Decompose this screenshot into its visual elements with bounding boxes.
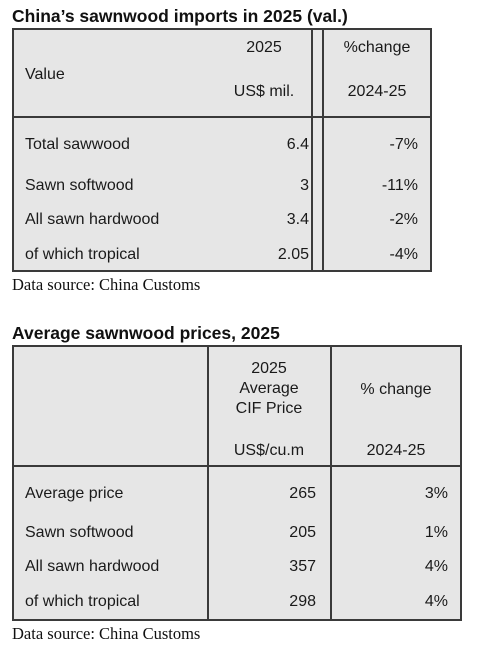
row-change: -7% [389, 136, 418, 153]
sawnwood-prices-table: 2025 Average CIF Price US$/cu.m % change… [12, 345, 462, 621]
table2-source: Data source: China Customs [12, 624, 201, 643]
row-value: 2.05 [277, 246, 309, 263]
row-value: 3.4 [286, 211, 309, 228]
row-label: Average price [25, 485, 124, 502]
header-average: Average [239, 380, 299, 397]
row-value: 265 [289, 485, 316, 502]
header-value-label: Value [25, 66, 65, 83]
header-period: 2024-25 [366, 442, 426, 459]
header-year: 2025 [251, 360, 287, 377]
row-value: 6.4 [286, 136, 309, 153]
row-label: of which tropical [25, 593, 140, 610]
header-unit: US$ mil. [233, 83, 295, 100]
table2-title: Average sawnwood prices, 2025 [12, 323, 280, 343]
header-cif-price: CIF Price [235, 400, 303, 417]
row-label: Sawn softwood [25, 524, 134, 541]
row-value: 298 [289, 593, 316, 610]
header-unit: US$/cu.m [233, 442, 305, 459]
row-change: -11% [381, 177, 418, 194]
header-change: % change [360, 381, 432, 398]
table1-source: Data source: China Customs [12, 275, 201, 294]
header-price-block: 2025 Average CIF Price [209, 359, 329, 419]
row-value: 3 [300, 177, 309, 194]
header-change: %change [343, 39, 411, 56]
row-label: All sawn hardwood [25, 558, 160, 575]
row-value: 357 [289, 558, 316, 575]
row-change: -2% [389, 211, 418, 228]
row-change: 1% [424, 524, 448, 541]
row-value: 205 [289, 524, 316, 541]
table1-title: China’s sawnwood imports in 2025 (val.) [12, 6, 348, 26]
row-change: -4% [389, 246, 418, 263]
sawnwood-imports-table: Value 2025 US$ mil. %change 2024-25 Tota… [12, 28, 432, 272]
row-label: of which tropical [25, 246, 140, 263]
row-change: 3% [424, 485, 448, 502]
header-period: 2024-25 [347, 83, 407, 100]
header-year: 2025 [246, 39, 282, 56]
row-label: Total sawwood [25, 136, 130, 153]
row-change: 4% [424, 593, 448, 610]
row-label: All sawn hardwood [25, 211, 160, 228]
row-label: Sawn softwood [25, 177, 134, 194]
row-change: 4% [424, 558, 448, 575]
